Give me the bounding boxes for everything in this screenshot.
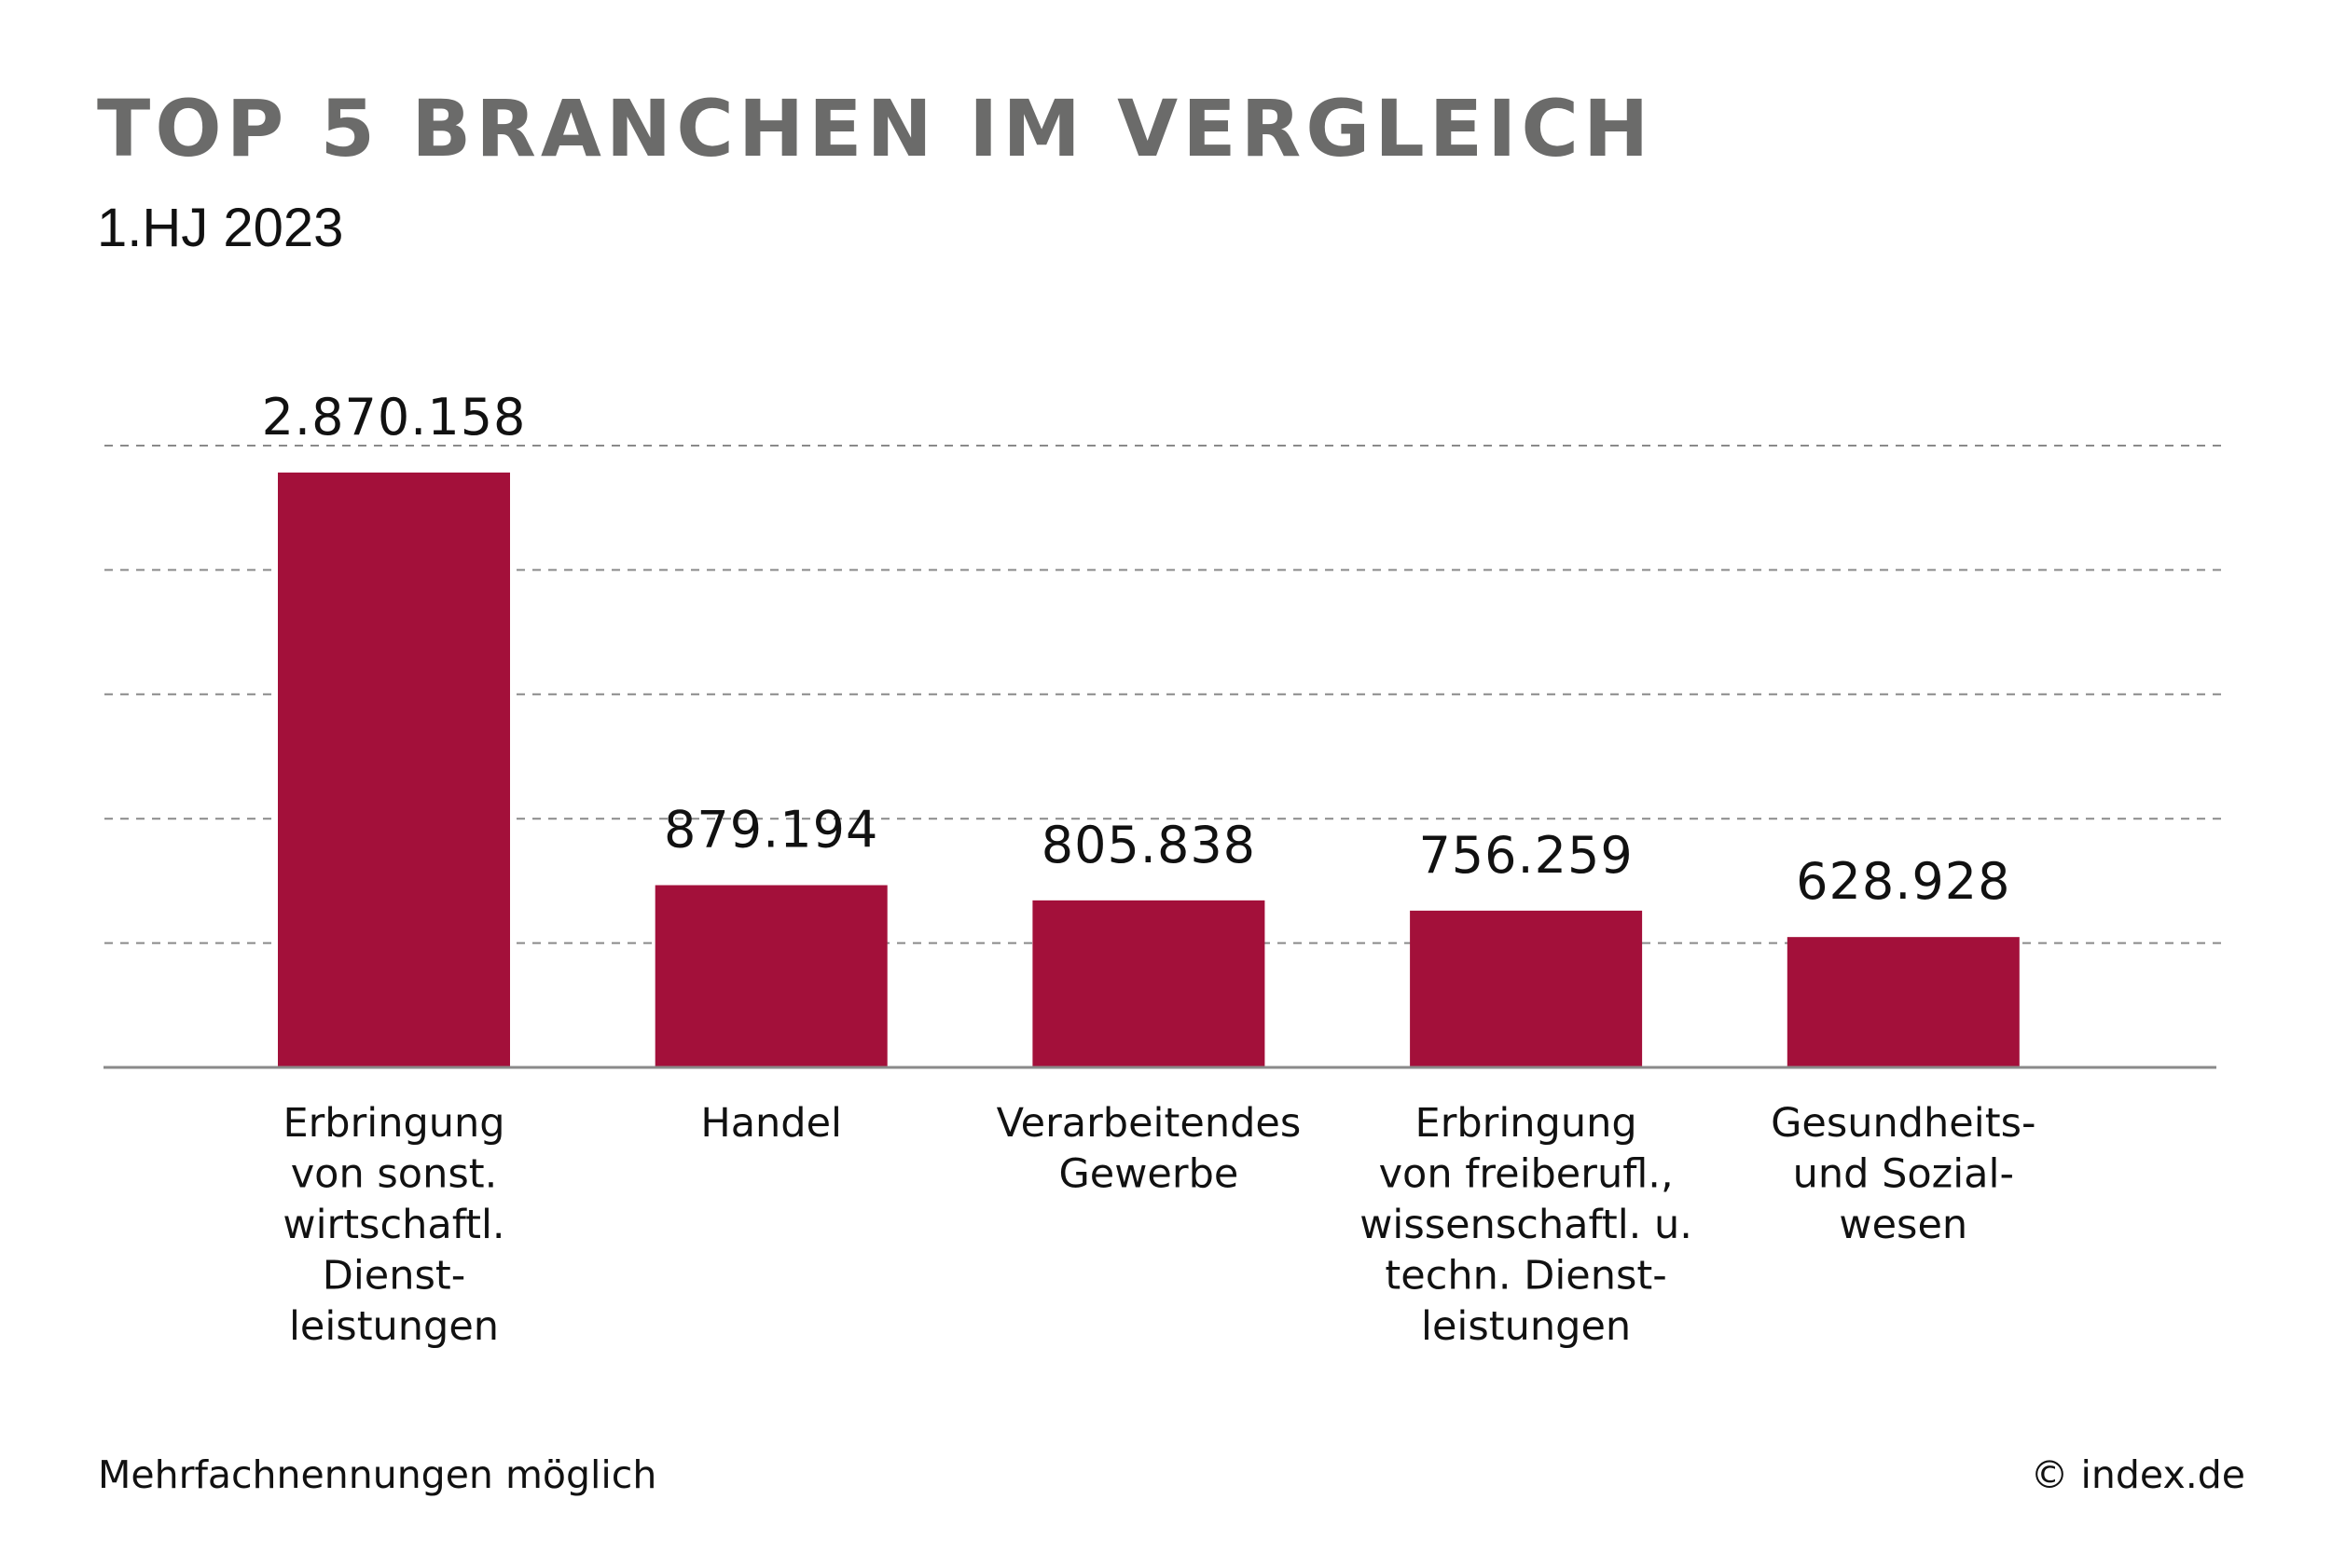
category-label-line: leistungen: [1421, 1303, 1631, 1350]
category-label-line: Handel: [700, 1100, 842, 1147]
bar: [1410, 910, 1643, 1067]
category-label: Verarbeitendes Gewerbe: [997, 1100, 1302, 1198]
value-labels: 2.870.158 879.194 805.838 756.259 628.928: [262, 388, 2010, 911]
category-label-line: techn. Dienst-: [1385, 1253, 1666, 1300]
category-label: Erbringung von sonst. wirtschaftl. Dienst-l…: [283, 1100, 504, 1350]
category-label: Erbringung von freiberufl., wissenschaftl.…: [1359, 1100, 1692, 1350]
category-label-line: und Sozial-: [1793, 1151, 2014, 1198]
category-label-line: Verarbeitendes: [997, 1100, 1302, 1147]
bar: [655, 885, 888, 1067]
category-label: Gesundheits-und Sozial-wesen: [1771, 1100, 2035, 1248]
category-label-line: von freiberufl.,: [1379, 1151, 1674, 1198]
data-label: 879.194: [664, 801, 878, 860]
category-label-line: Erbringung: [1415, 1100, 1637, 1147]
chart-subtitle: 1.HJ 2023: [97, 198, 343, 258]
chart-title: TOP 5 BRANCHEN IM VERGLEICH: [97, 83, 1653, 174]
category-label-line: von sonst.: [291, 1151, 498, 1198]
category-label-line: Gesundheits-: [1771, 1100, 2035, 1147]
copyright: © index.de: [2031, 1452, 2246, 1497]
bar: [1787, 937, 2020, 1067]
category-label: Handel: [700, 1100, 842, 1147]
data-label: 756.259: [1418, 826, 1633, 885]
category-label-line: leistungen: [289, 1303, 499, 1350]
bar: [1032, 900, 1265, 1067]
category-label-line: Erbringung: [283, 1100, 504, 1147]
category-label-line: wissenschaftl. u.: [1359, 1202, 1692, 1248]
data-label: 805.838: [1042, 816, 1256, 874]
footnote: Mehrfachnennungen möglich: [98, 1452, 656, 1497]
category-label-line: wirtschaftl.: [283, 1202, 504, 1248]
bar: [278, 472, 510, 1068]
category-label-line: Dienst-: [323, 1253, 466, 1300]
category-label-line: Gewerbe: [1058, 1151, 1238, 1198]
bars: [278, 472, 2020, 1068]
data-label: 628.928: [1796, 852, 2010, 911]
category-labels: Erbringung von sonst. wirtschaftl. Dienst-l…: [283, 1100, 2035, 1350]
category-label-line: wesen: [1839, 1202, 1967, 1248]
data-label: 2.870.158: [262, 388, 527, 447]
